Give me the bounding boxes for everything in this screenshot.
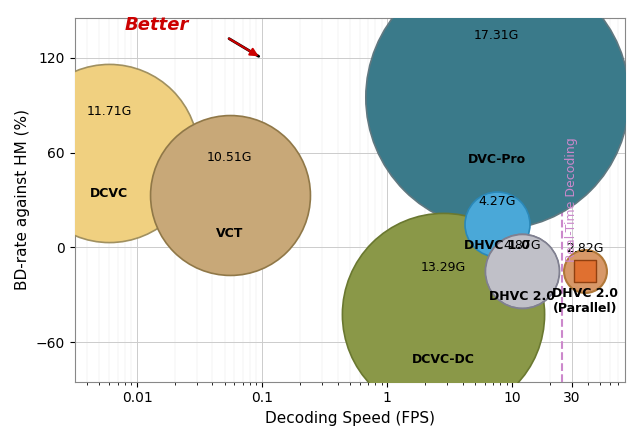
Text: 2.82G: 2.82G xyxy=(566,242,604,255)
Y-axis label: BD-rate against HM (%): BD-rate against HM (%) xyxy=(15,109,30,291)
Text: 13.29G: 13.29G xyxy=(420,261,466,274)
Point xyxy=(104,149,115,156)
Point xyxy=(580,268,590,275)
Text: 4.27G: 4.27G xyxy=(478,195,516,208)
Text: DHVC 2.0
(Parallel): DHVC 2.0 (Parallel) xyxy=(552,287,618,315)
Point xyxy=(580,268,590,275)
Point xyxy=(492,94,502,101)
Text: 10.51G: 10.51G xyxy=(207,151,252,164)
Text: DVC-Pro: DVC-Pro xyxy=(468,153,526,165)
Text: 11.71G: 11.71G xyxy=(86,105,132,118)
Point xyxy=(517,268,527,275)
Text: DCVC: DCVC xyxy=(90,187,129,200)
Text: DHVC 1.0: DHVC 1.0 xyxy=(464,239,530,253)
Text: 17.31G: 17.31G xyxy=(474,29,520,42)
Point xyxy=(492,220,502,227)
Text: VCT: VCT xyxy=(216,227,243,240)
Text: 4.87G: 4.87G xyxy=(504,239,541,252)
Text: Better: Better xyxy=(125,16,189,34)
Text: Real-Time Decoding: Real-Time Decoding xyxy=(565,138,578,262)
Text: DCVC-DC: DCVC-DC xyxy=(412,353,475,366)
Text: DHVC 2.0: DHVC 2.0 xyxy=(490,290,556,303)
Point xyxy=(225,192,235,199)
Point xyxy=(517,268,527,275)
Point xyxy=(438,310,449,317)
X-axis label: Decoding Speed (FPS): Decoding Speed (FPS) xyxy=(265,411,435,426)
Point xyxy=(580,268,590,275)
